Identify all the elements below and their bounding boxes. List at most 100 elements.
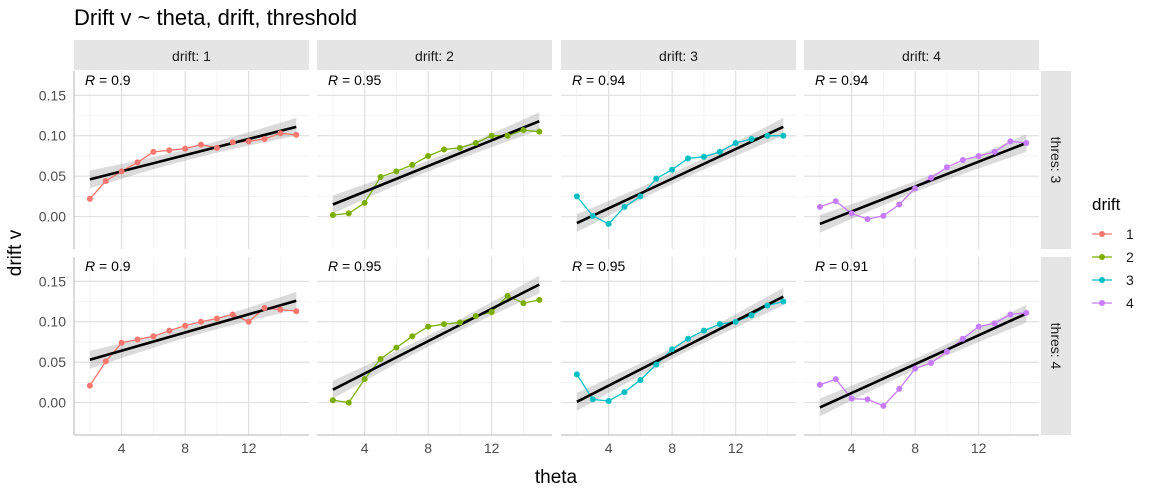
r-label: R = 0.91 bbox=[815, 258, 869, 274]
data-point bbox=[441, 146, 448, 153]
data-point bbox=[86, 382, 93, 389]
data-point bbox=[504, 132, 511, 139]
x-axis-label: theta bbox=[535, 467, 578, 488]
data-point bbox=[345, 210, 352, 217]
data-point bbox=[166, 327, 173, 334]
data-point bbox=[329, 212, 336, 219]
data-point bbox=[732, 318, 739, 325]
data-point bbox=[472, 313, 479, 320]
panel-drift-1-row-1: R = 0.9 bbox=[85, 72, 300, 202]
data-point bbox=[229, 139, 236, 146]
data-point bbox=[928, 174, 935, 181]
regression-line bbox=[819, 312, 1027, 409]
facet-strip-col bbox=[74, 40, 309, 70]
data-point bbox=[134, 336, 141, 343]
data-point bbox=[848, 210, 855, 217]
data-point bbox=[605, 398, 612, 405]
r-label: R = 0.9 bbox=[85, 258, 131, 274]
data-point bbox=[943, 348, 950, 355]
x-tick-label: 4 bbox=[118, 440, 126, 456]
data-point bbox=[409, 161, 416, 168]
data-point bbox=[780, 298, 787, 305]
facet-strip-label: thres: 4 bbox=[1048, 323, 1064, 370]
r-label: R = 0.95 bbox=[572, 258, 626, 274]
regression-line bbox=[89, 299, 297, 362]
data-point bbox=[520, 127, 527, 134]
facet-strip-label: drift: 1 bbox=[172, 48, 211, 64]
data-point bbox=[764, 132, 771, 139]
legend: drift 1 2 3 4 bbox=[1092, 195, 1134, 311]
data-point bbox=[377, 173, 384, 180]
regression-line bbox=[819, 141, 1027, 226]
data-point bbox=[361, 199, 368, 206]
panel-drift-3-row-1: R = 0.94 bbox=[572, 72, 787, 232]
panel-drift-4-row-1: R = 0.94 bbox=[815, 72, 1030, 233]
data-point bbox=[637, 193, 644, 200]
data-point bbox=[229, 311, 236, 318]
data-point bbox=[488, 309, 495, 316]
x-tick-label: 4 bbox=[848, 440, 856, 456]
data-point bbox=[573, 371, 580, 378]
y-tick-label: 0.00 bbox=[39, 209, 66, 225]
data-point bbox=[150, 333, 157, 340]
facet-strip-col bbox=[317, 40, 552, 70]
data-point bbox=[912, 185, 919, 192]
data-point bbox=[716, 321, 723, 328]
x-tick-label: 12 bbox=[971, 440, 987, 456]
data-point bbox=[520, 300, 527, 307]
data-point bbox=[293, 308, 300, 315]
x-tick-label: 8 bbox=[424, 440, 432, 456]
data-point bbox=[345, 399, 352, 406]
data-point bbox=[864, 216, 871, 223]
data-point bbox=[959, 335, 966, 342]
data-point bbox=[536, 128, 543, 135]
panel-grid bbox=[73, 257, 309, 436]
legend-entry-label: 1 bbox=[1126, 226, 1134, 242]
data-point bbox=[393, 168, 400, 175]
panel-drift-4-row-2: R = 0.91 bbox=[815, 258, 1030, 417]
facet-strip-label: drift: 3 bbox=[659, 48, 698, 64]
data-point bbox=[536, 296, 543, 303]
data-point bbox=[780, 132, 787, 139]
x-tick-label: 8 bbox=[911, 440, 919, 456]
panel-grid bbox=[804, 257, 1039, 436]
data-point bbox=[488, 132, 495, 139]
y-tick-label: 0.15 bbox=[39, 273, 66, 289]
series-line-drift-2 bbox=[332, 295, 540, 404]
r-label: R = 0.94 bbox=[572, 72, 626, 88]
data-point bbox=[102, 178, 109, 185]
data-point bbox=[880, 402, 887, 409]
data-point bbox=[361, 376, 368, 383]
data-point bbox=[393, 344, 400, 351]
data-point bbox=[832, 376, 839, 383]
facet-strip-label: drift: 4 bbox=[902, 48, 941, 64]
legend-entry-label: 4 bbox=[1126, 295, 1134, 311]
data-point bbox=[991, 320, 998, 327]
facet-strip-row bbox=[1041, 71, 1071, 249]
x-tick-label: 12 bbox=[484, 440, 500, 456]
data-point bbox=[150, 148, 157, 155]
y-tick-label: 0.05 bbox=[39, 354, 66, 370]
data-point bbox=[166, 147, 173, 154]
data-point bbox=[943, 164, 950, 171]
data-point bbox=[589, 396, 596, 403]
data-point bbox=[653, 361, 660, 368]
data-point bbox=[816, 203, 823, 210]
data-point bbox=[261, 135, 268, 142]
data-point bbox=[293, 131, 300, 138]
r-label: R = 0.95 bbox=[328, 258, 382, 274]
data-point bbox=[716, 148, 723, 155]
panel-grid bbox=[317, 257, 552, 436]
facet-strip-row bbox=[1041, 257, 1071, 435]
data-point bbox=[700, 153, 707, 160]
data-point bbox=[134, 159, 141, 166]
data-point bbox=[764, 302, 771, 309]
panel-grid bbox=[73, 71, 309, 249]
legend-key-point bbox=[1099, 231, 1105, 237]
legend-key-point bbox=[1099, 277, 1105, 283]
r-label: R = 0.94 bbox=[815, 72, 869, 88]
data-point bbox=[669, 166, 676, 173]
y-tick-label: 0.10 bbox=[39, 314, 66, 330]
